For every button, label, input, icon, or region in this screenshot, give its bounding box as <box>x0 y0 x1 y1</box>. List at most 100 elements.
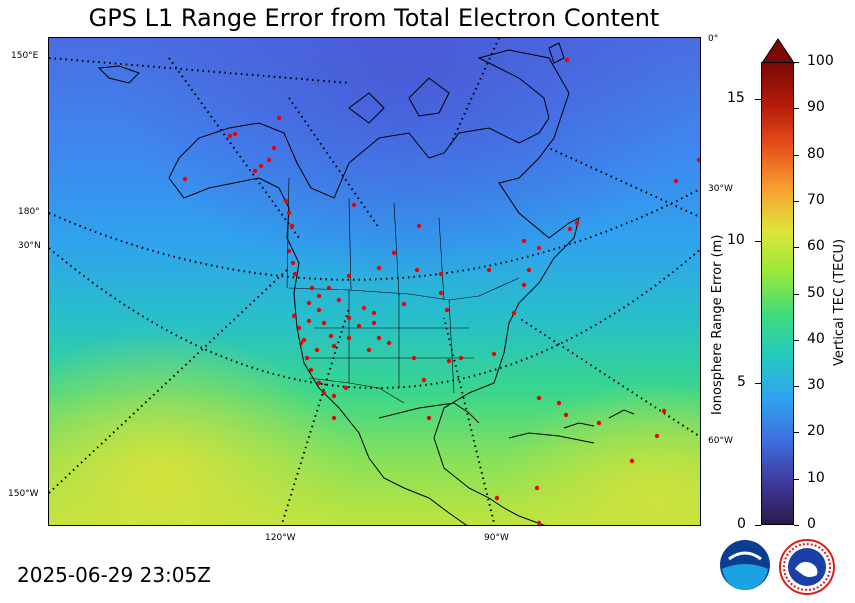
gps-station-marker <box>361 305 367 311</box>
gps-station-marker <box>536 520 542 525</box>
colorbar-tick-label: 50 <box>807 284 825 301</box>
range-axis-label: Ionosphere Range Error (m) <box>710 234 725 415</box>
gps-station-marker <box>326 285 332 291</box>
colorbar <box>761 62 794 525</box>
gps-station-marker <box>331 415 337 421</box>
lon-label-0: 0° <box>708 34 719 44</box>
gps-station-marker <box>321 390 327 396</box>
gps-station-marker <box>366 347 372 353</box>
gps-station-marker <box>661 408 667 414</box>
colorbar-tick-mark <box>794 478 799 480</box>
gps-station-marker <box>283 198 289 204</box>
gps-station-marker <box>304 355 310 361</box>
gps-station-marker <box>314 347 320 353</box>
colorbar-tick-mark <box>794 525 799 526</box>
gps-station-marker <box>346 273 352 279</box>
lat-label-30n: 30°N <box>18 241 41 251</box>
range-tick-mark <box>755 98 761 100</box>
colorbar-tick-mark <box>794 108 799 110</box>
gps-station-marker <box>596 420 602 426</box>
gps-station-marker <box>536 395 542 401</box>
gps-station-marker <box>411 355 417 361</box>
colorbar-tick-mark <box>794 154 799 156</box>
colorbar-tick-mark <box>794 62 799 63</box>
gps-station-marker <box>376 335 382 341</box>
gps-station-marker <box>286 210 292 216</box>
gps-station-marker <box>511 310 517 316</box>
gps-station-marker <box>309 285 315 291</box>
gps-station-marker <box>534 485 540 491</box>
colorbar-tick-label: 60 <box>807 238 825 255</box>
colorbar-tick-label: 80 <box>807 145 825 162</box>
colorbar-tick-label: 100 <box>807 53 834 69</box>
nws-logo <box>779 539 835 595</box>
gps-station-marker <box>306 300 312 306</box>
gps-station-marker <box>521 282 527 288</box>
range-tick-label: 5 <box>737 373 746 390</box>
gps-station-marker <box>232 131 238 137</box>
gps-station-marker <box>308 367 314 373</box>
colorbar-tick-mark <box>794 293 799 295</box>
gps-station-marker <box>286 248 292 254</box>
gps-station-marker <box>371 310 377 316</box>
range-tick-mark <box>755 240 761 242</box>
lon-label-150w: 150°W <box>8 489 39 499</box>
gps-station-marker <box>446 358 452 364</box>
gps-station-marker <box>494 495 500 501</box>
gps-station-marker <box>654 433 660 439</box>
gps-station-marker <box>491 351 497 357</box>
colorbar-tick-mark <box>794 386 799 388</box>
colorbar-tick-label: 40 <box>807 330 825 347</box>
gps-station-marker <box>438 271 444 277</box>
gps-station-marker <box>266 157 272 163</box>
colorbar-tick-label: 20 <box>807 423 825 440</box>
range-tick-label: 0 <box>737 516 746 532</box>
range-tick-label: 15 <box>727 89 745 106</box>
gps-station-marker <box>292 271 298 277</box>
gps-station-marker <box>426 415 432 421</box>
gps-station-marker <box>331 393 337 399</box>
colorbar-label: Vertical TEC (TECU) <box>832 238 847 366</box>
gps-station-marker <box>673 178 679 184</box>
gps-station-marker <box>371 320 377 326</box>
gps-station-marker <box>458 355 464 361</box>
gps-station-marker <box>306 318 312 324</box>
gps-station-marker <box>356 323 362 329</box>
tec-map <box>48 37 701 526</box>
gps-station-marker <box>316 307 322 313</box>
lon-label-60w: 60°W <box>708 436 733 446</box>
colorbar-tick-label: 10 <box>807 469 825 486</box>
gps-station-marker <box>343 385 349 391</box>
map-title: GPS L1 Range Error from Total Electron C… <box>88 4 660 32</box>
timestamp: 2025-06-29 23:05Z <box>17 563 211 587</box>
colorbar-tick-mark <box>794 432 799 434</box>
range-tick-label: 10 <box>727 231 745 248</box>
lon-label-150e: 150°E <box>11 51 39 61</box>
gps-station-marker <box>416 223 422 229</box>
gps-station-marker <box>316 380 322 386</box>
lon-label-30w: 30°W <box>708 184 733 194</box>
colorbar-tick-label: 90 <box>807 99 825 116</box>
gps-station-marker <box>296 325 302 331</box>
graticule <box>49 38 700 525</box>
gps-station-marker <box>331 343 337 349</box>
station-markers <box>182 57 700 525</box>
colorbar-tick-label: 70 <box>807 191 825 208</box>
gps-station-marker <box>252 168 258 174</box>
colorbar-tick-mark <box>794 200 799 202</box>
gps-station-marker <box>629 458 635 464</box>
colorbar-tick-label: 30 <box>807 377 825 394</box>
gps-station-marker <box>401 301 407 307</box>
gps-station-marker <box>298 340 304 346</box>
lon-label-120w: 120°W <box>265 533 296 543</box>
gps-station-marker <box>696 157 700 163</box>
gps-station-marker <box>564 57 570 63</box>
gps-station-marker <box>414 267 420 273</box>
gps-station-marker <box>182 176 188 182</box>
colorbar-tick-label: 0 <box>807 516 816 532</box>
gps-station-marker <box>276 115 282 121</box>
gps-station-marker <box>563 412 569 418</box>
lon-label-180: 180° <box>18 207 40 217</box>
gps-station-marker <box>346 335 352 341</box>
gps-station-marker <box>574 220 580 226</box>
